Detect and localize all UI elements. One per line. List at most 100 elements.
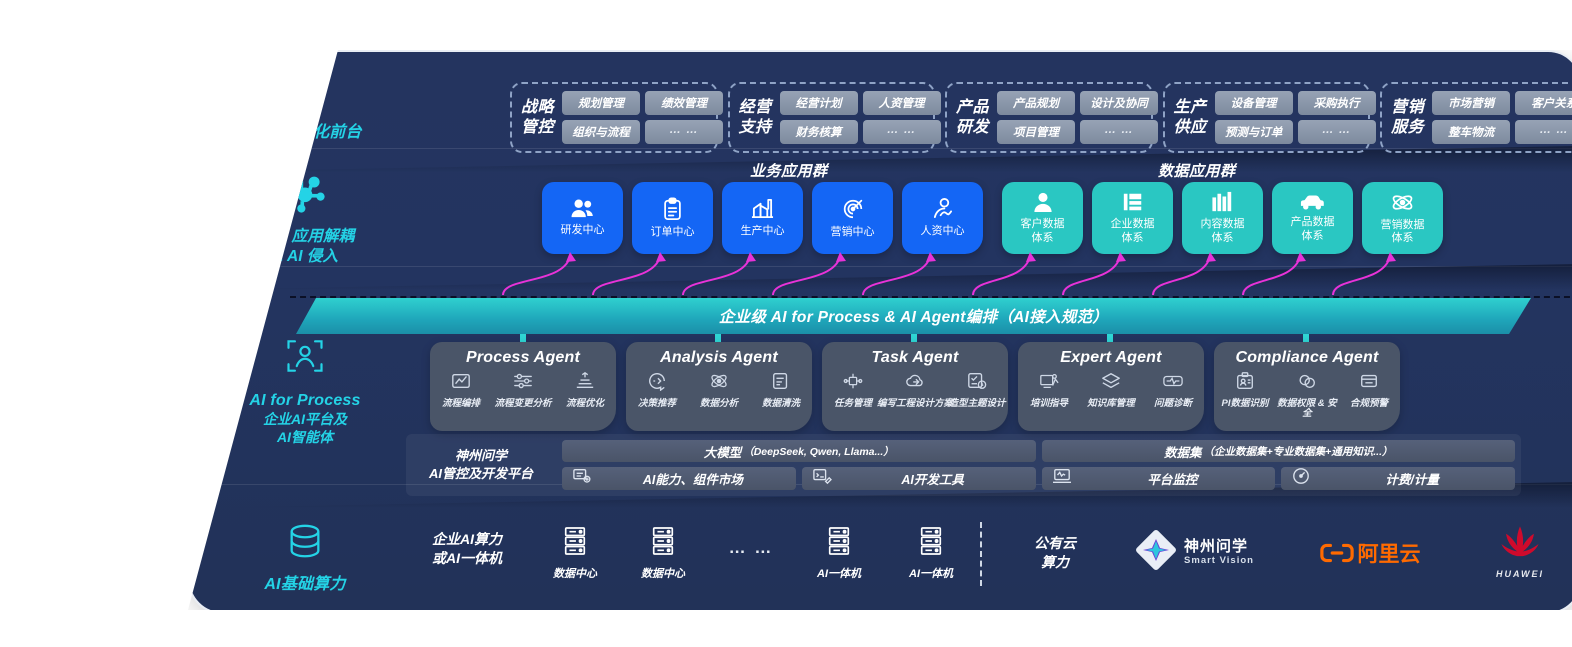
agent-feature[interactable]: 流程优化 <box>554 371 615 409</box>
app-card-hr-center[interactable]: 人资中心 <box>902 182 983 254</box>
agent-feature[interactable]: 流程编排 <box>430 371 491 409</box>
domain-chip[interactable]: 人资管理 <box>862 91 941 115</box>
infra-node-ai-appliance-1[interactable]: AI一体机 <box>794 526 884 581</box>
agent-feature[interactable]: 数据清洗 <box>750 371 811 409</box>
domain-chip[interactable]: 组织与流程 <box>562 120 641 144</box>
agent-feature[interactable]: 数据分析 <box>688 371 749 409</box>
agent-card-task[interactable]: Task Agent 任务管理 <box>822 342 1008 431</box>
agent-feature[interactable]: 合规预警 <box>1338 371 1399 420</box>
agent-card-analysis[interactable]: Analysis Agent 决策推荐 <box>626 342 812 431</box>
domain-chip[interactable]: 采购执行 <box>1297 91 1376 115</box>
agent-feature[interactable]: 流程变更分析 <box>492 371 553 409</box>
domain-chip-more[interactable]: … … <box>1515 120 1572 144</box>
platform-monitor-cell[interactable]: 平台监控 <box>1041 467 1276 490</box>
domain-chip[interactable]: 项目管理 <box>997 120 1076 144</box>
vendor-aliyun[interactable]: 阿里云 <box>1280 538 1460 568</box>
agent-card-expert[interactable]: Expert Agent 培训指导 <box>1018 342 1204 431</box>
rail-item-compute: AI基础算力 <box>190 522 420 595</box>
domain-group-strategy[interactable]: 战略 管控 规划管理 绩效管理 组织与流程 … … <box>510 82 724 153</box>
user-icon <box>1033 191 1053 213</box>
app-card-label: 生产中心 <box>740 225 785 238</box>
vendor-smart-vision[interactable]: 神州问学 Smart Vision <box>1110 530 1280 575</box>
agent-feature[interactable]: 培训指导 <box>1018 371 1079 409</box>
domain-chip-more[interactable]: … … <box>645 120 724 144</box>
domain-chip[interactable]: 财务核算 <box>779 120 858 144</box>
agent-name: Analysis Agent <box>660 349 778 366</box>
ai-layer-dashed-divider <box>290 296 1572 298</box>
agent-feature[interactable]: 任务管理 <box>822 371 883 409</box>
factory-icon <box>750 197 775 220</box>
agent-feature[interactable]: 知识库管理 <box>1080 371 1141 409</box>
agent-feature-label: 流程优化 <box>565 398 604 409</box>
domain-chip[interactable]: 设计及协同 <box>1080 91 1159 115</box>
public-cloud-label: 公有云 算力 <box>1034 535 1076 570</box>
training-icon <box>1038 371 1060 396</box>
domain-chip[interactable]: 市场营销 <box>1432 91 1511 115</box>
component-market-icon <box>572 467 592 490</box>
enterprise-compute-label: 企业AI算力 或AI一体机 <box>432 531 502 566</box>
infra-node-ai-appliance-2[interactable]: AI一体机 <box>886 526 976 581</box>
agent-feature[interactable]: PI数据识别 <box>1214 371 1275 420</box>
agent-feature[interactable]: 编写工程设计方案 <box>877 371 953 409</box>
gauge-icon <box>1291 467 1311 490</box>
component-market-cell[interactable]: AI能力、组件市场 <box>562 467 796 490</box>
dataset-bar[interactable]: 数据集 （企业数据集+专业数据集+通用知识...） <box>1041 440 1515 462</box>
data-card-product[interactable]: 产品数据 体系 <box>1272 182 1353 254</box>
app-card-marketing-center[interactable]: 营销中心 <box>812 182 893 254</box>
users-icon <box>570 198 595 219</box>
agent-card-compliance[interactable]: Compliance Agent PI数据识别 <box>1214 342 1400 431</box>
infra-node-datacenter-1[interactable]: 数据中心 <box>530 526 620 581</box>
dev-tool-cell[interactable]: AI开发工具 <box>801 467 1036 490</box>
domain-chip-more[interactable]: … … <box>1080 120 1159 144</box>
agent-feature-label: 数据清洗 <box>761 398 800 409</box>
task-icon <box>842 371 864 396</box>
agent-feature[interactable]: 数据权限 & 安全 <box>1276 371 1337 420</box>
domain-chip[interactable]: 预测与订单 <box>1214 120 1293 144</box>
infra-node-datacenter-2[interactable]: 数据中心 <box>618 526 708 581</box>
domain-chip-more[interactable]: … … <box>862 120 941 144</box>
rail-label-front: 企业数智化前台 <box>248 124 362 141</box>
vendor-smart-vision-text: 神州问学 Smart Vision <box>1184 537 1254 567</box>
domain-chip[interactable]: 经营计划 <box>779 91 858 115</box>
data-card-marketing[interactable]: 营销数据 体系 <box>1362 182 1443 254</box>
domain-group-production-supply[interactable]: 生产 供应 设备管理 采购执行 预测与订单 … … <box>1162 82 1376 153</box>
agent-feature-label: 知识库管理 <box>1087 398 1135 409</box>
ai-orchestration-banner[interactable]: 企业级 AI for Process & AI Agent编排（AI接入规范） <box>296 298 1531 334</box>
server-icon <box>650 527 676 560</box>
domain-chip[interactable]: 整车物流 <box>1432 120 1511 144</box>
agent-name: Expert Agent <box>1060 349 1162 366</box>
vendor-huawei[interactable]: HUAWEI <box>1460 524 1572 579</box>
car-icon <box>1299 193 1326 211</box>
data-card-content[interactable]: 内容数据 体系 <box>1182 182 1263 254</box>
agent-feature[interactable]: 问题诊断 <box>1142 371 1203 409</box>
architecture-frame: 企业数智化前台 企业 应用解耦 & AI 侵入 <box>188 50 1572 610</box>
platform-model-column: 大模型 （DeepSeek, Qwen, Llama...） AI能力、组 <box>556 434 1036 496</box>
billing-cell[interactable]: 计费/计量 <box>1281 467 1515 490</box>
data-card-customer[interactable]: 客户数据 体系 <box>1002 182 1083 254</box>
domain-chip-more[interactable]: … … <box>1297 120 1376 144</box>
data-card-label: 企业数据 体系 <box>1110 218 1155 244</box>
data-card-enterprise[interactable]: 企业数据 体系 <box>1092 182 1173 254</box>
domain-chip[interactable]: 绩效管理 <box>645 91 724 115</box>
domain-chip[interactable]: 产品规划 <box>997 91 1076 115</box>
domain-chip[interactable]: 规划管理 <box>562 91 641 115</box>
domain-group-operations[interactable]: 经营 支持 经营计划 人资管理 财务核算 … … <box>727 82 941 153</box>
app-card-order-center[interactable]: 订单中心 <box>632 182 713 254</box>
app-card-production-center[interactable]: 生产中心 <box>722 182 803 254</box>
domain-chip[interactable]: 客户关系 <box>1515 91 1572 115</box>
domain-group-marketing-service[interactable]: 营销 服务 市场营销 客户关系 整车物流 … … <box>1380 82 1572 153</box>
agent-feature[interactable]: 决策推荐 <box>626 371 687 409</box>
domain-group-product-rd[interactable]: 产品 研发 产品规划 设计及协同 项目管理 … … <box>945 82 1159 153</box>
agent-feature[interactable]: 造型主题设计 <box>946 371 1007 409</box>
server-icon <box>826 527 852 560</box>
atom-analysis-icon <box>708 371 730 396</box>
app-card-rd-center[interactable]: 研发中心 <box>542 182 623 254</box>
ai-platform-strip: 神州问学 AI管控及开发平台 大模型 （DeepSeek, Qwen, Llam… <box>406 434 1521 496</box>
domain-chip[interactable]: 设备管理 <box>1214 91 1293 115</box>
domain-group-title: 生产 供应 <box>1173 98 1207 136</box>
public-cloud-divider <box>980 522 982 586</box>
agent-card-process[interactable]: Process Agent 流程编排 <box>430 342 616 431</box>
large-model-bar[interactable]: 大模型 （DeepSeek, Qwen, Llama...） <box>562 440 1036 462</box>
infrastructure-row: 企业AI算力 或AI一体机 数据中心 <box>190 508 1572 610</box>
rail-item-front: 企业数智化前台 <box>190 66 420 143</box>
